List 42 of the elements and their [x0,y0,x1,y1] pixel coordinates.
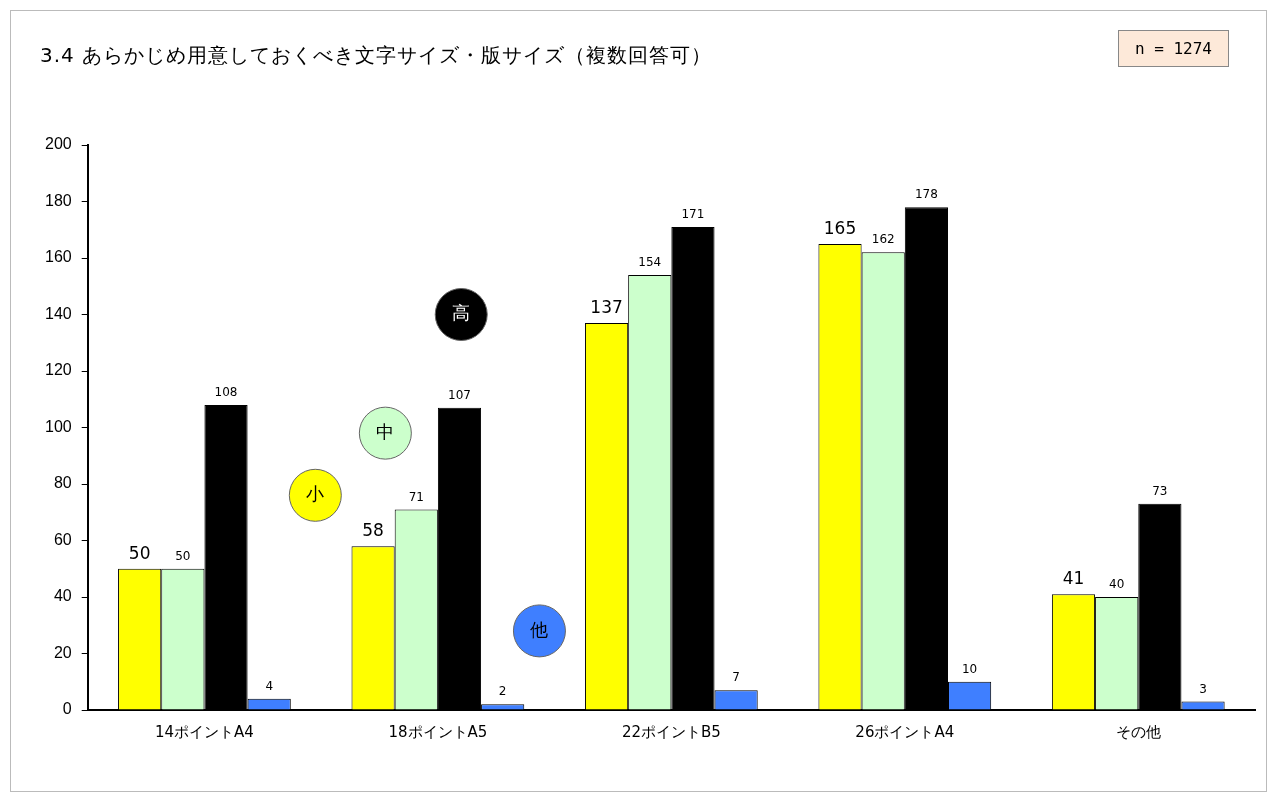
text: 他 [530,618,549,640]
data-label: 165 [823,217,857,238]
data-label: 4 [265,678,274,693]
data-label: 41 [1062,568,1085,589]
data-label: 71 [408,489,424,504]
data-label: 73 [1152,483,1168,498]
y-tick-label: 100 [44,417,72,435]
y-tick-label: 140 [44,304,72,322]
data-label: 178 [914,187,938,202]
y-tick-label: 20 [53,643,72,661]
data-label: 7 [732,670,740,685]
x-tick-label: 22ポイントB5 [621,722,721,741]
x-tick-label: 26ポイントA4 [855,722,955,741]
x-tick-label: 14ポイントA4 [154,722,254,741]
y-tick-label: 80 [53,474,72,492]
data-label: 3 [1199,681,1207,696]
y-tick-label: 0 [62,700,72,718]
y-tick-label: 160 [44,248,72,266]
y-tick-label: 180 [44,191,72,209]
data-label: 154 [638,255,662,270]
data-label: 10 [961,661,978,676]
data-label: 50 [175,548,191,563]
text: n = 1274 [1117,30,1229,67]
text: 小 [306,482,325,504]
y-tick-label: 40 [53,587,72,605]
y-tick-label: 200 [44,135,72,153]
data-label: 50 [128,542,151,563]
data-label: 108 [214,385,238,400]
data-label: 58 [362,520,384,541]
text: 高 [452,302,471,324]
chart-title: 3.4 あらかじめ用意しておくべき文字サイズ・版サイズ（複数回答可） [40,42,713,69]
data-label: 40 [1109,577,1125,592]
data-label: 162 [871,232,895,247]
data-label: 107 [448,387,471,402]
x-tick-label: その他 [1115,722,1161,741]
x-tick-label: 18ポイントA5 [388,722,488,741]
y-tick-label: 60 [53,530,72,548]
y-tick-label: 120 [44,361,72,379]
data-label: 137 [590,296,623,317]
data-label: 171 [681,207,705,222]
text: 中 [376,420,395,442]
data-label: 2 [498,684,507,699]
